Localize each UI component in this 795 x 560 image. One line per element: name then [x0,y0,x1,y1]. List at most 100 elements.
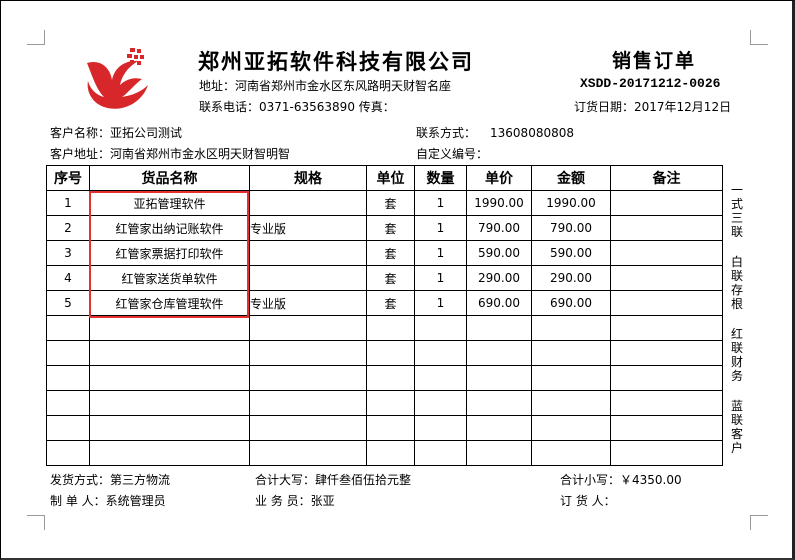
table-cell [366,415,415,441]
table-cell [466,415,532,441]
total-upper: 合计大写：肆仟叁佰伍拾元整 [255,473,412,487]
order-items-table: 序号 货品名称 规格 单位 数量 单价 金额 备注 1 亚拓管理软件套 1 1990.00 1990.… [46,165,723,466]
empty-row [46,365,723,391]
order-title: 销售订单 [612,50,697,72]
order-number: XSDD-20171212-0026 [580,76,721,91]
table-cell: 1990.00 [531,190,611,216]
table-cell [46,440,90,466]
table-cell [46,415,90,441]
table-cell: 套 [366,290,415,316]
customer-name-row: 客户名称：亚拓公司测试 [50,124,182,141]
table-cell: 790.00 [531,215,611,241]
table-cell: 套 [366,190,415,216]
table-cell: 红管家出纳记账软件 [89,215,250,241]
contact-value: 13608080808 [490,126,574,140]
customer-address-row: 客户地址：河南省郑州市金水区明天财智明智 [50,145,290,162]
table-cell [249,265,367,291]
crop-mark-br [750,515,768,530]
table-cell [466,390,532,416]
contact-label: 联系方式： [416,126,477,140]
table-cell: 790.00 [466,215,532,241]
table-cell [366,440,415,466]
table-cell: 5 [46,290,90,316]
table-cell [414,440,467,466]
table-cell: 1 [414,240,467,266]
column-header: 序号 [46,165,90,191]
copy-note-line: 蓝联客户 [730,399,743,455]
shipping-method: 发货方式：第三方物流 [50,473,171,487]
table-cell: 1 [414,190,467,216]
table-cell: 590.00 [466,240,532,266]
table-cell [89,415,250,441]
table-cell: 2 [46,215,90,241]
table-cell: 套 [366,215,415,241]
company-address: 地址：河南省郑州市金水区东风路明天财智名座 [199,79,452,93]
table-cell: 590.00 [531,240,611,266]
table-cell: 1 [46,190,90,216]
table-cell: 红管家送货单软件 [89,265,250,291]
table-cell: 专业版 [249,290,367,316]
table-cell [249,415,367,441]
table-row: 3 红管家票据打印软件套 1 590.00 590.00 [46,240,723,266]
empty-row [46,315,723,341]
table-header-row: 序号 货品名称 规格 单位 数量 单价 金额 备注 [46,165,723,191]
table-cell [249,340,367,366]
table-cell [46,340,90,366]
table-cell [610,215,723,241]
copy-note-line: 白联存根 [730,255,743,311]
company-name: 郑州亚拓软件科技有限公司 [198,50,474,74]
table-cell [366,365,415,391]
table-cell [89,340,250,366]
table-cell [46,365,90,391]
table-cell [531,440,611,466]
table-cell [46,315,90,341]
table-cell [531,415,611,441]
table-cell [610,265,723,291]
empty-row [46,390,723,416]
column-header: 金额 [531,165,611,191]
table-cell [531,340,611,366]
table-cell [610,415,723,441]
table-cell: 290.00 [466,265,532,291]
table-cell [89,365,250,391]
table-cell [89,315,250,341]
table-cell: 4 [46,265,90,291]
empty-row [46,415,723,441]
table-cell [249,190,367,216]
table-cell [610,190,723,216]
empty-row [46,340,723,366]
column-header: 单位 [366,165,415,191]
table-cell: 690.00 [531,290,611,316]
table-cell [610,340,723,366]
table-cell [249,365,367,391]
order-date: 订货日期：2017年12月12日 [574,100,732,114]
table-cell [466,440,532,466]
custom-number-label: 自定义编号： [416,147,489,161]
table-cell [610,315,723,341]
table-cell [466,315,532,341]
customer-address-label: 客户地址： [50,147,111,161]
orderer: 订 货 人： [560,494,616,508]
customer-name: 亚拓公司测试 [110,126,183,140]
table-cell: 1 [414,290,467,316]
contact-row: 联系方式： 13608080808 [416,124,574,141]
table-cell: 套 [366,265,415,291]
table-cell [531,390,611,416]
table-cell [466,365,532,391]
table-cell [366,340,415,366]
company-logo [87,48,148,109]
column-header: 单价 [466,165,532,191]
table-cell: 290.00 [531,265,611,291]
table-cell [249,315,367,341]
table-cell [46,390,90,416]
crop-mark-tr [750,30,768,45]
company-contact: 联系电话：0371-63563890 传真： [199,100,395,114]
copy-note: 一式三联 白联存根 红联财务 蓝联客户 [730,183,744,471]
customer-address: 河南省郑州市金水区明天财智明智 [110,147,291,161]
table-cell [249,390,367,416]
table-cell [610,240,723,266]
column-header: 规格 [249,165,367,191]
table-cell [414,340,467,366]
table-cell [531,365,611,391]
table-cell [249,240,367,266]
